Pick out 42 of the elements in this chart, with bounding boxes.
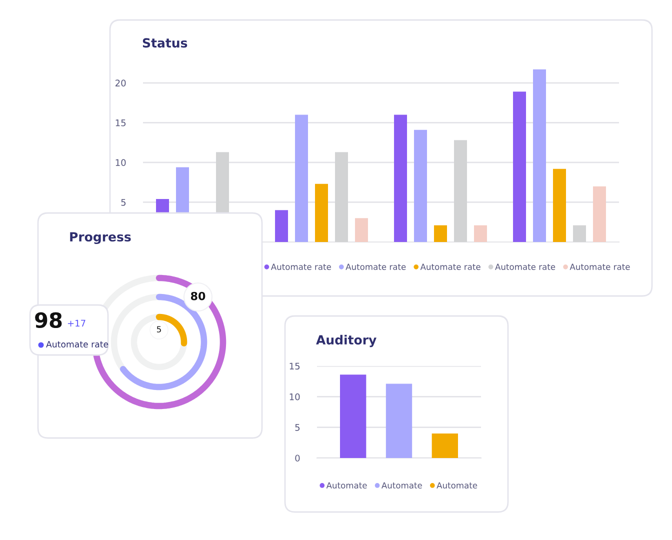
chart-title: Auditory — [316, 334, 376, 348]
legend-label: Automate — [436, 482, 478, 489]
bar — [354, 218, 368, 242]
legend-label: Automate — [326, 482, 367, 489]
chart-title: Status — [142, 38, 188, 48]
bar — [592, 186, 606, 242]
bar — [513, 92, 526, 242]
text: 5 — [156, 326, 161, 332]
bar — [334, 152, 348, 242]
bar — [474, 225, 487, 242]
bar — [533, 69, 546, 242]
y-tick-label: 5 — [295, 424, 300, 431]
text: Progress — [70, 232, 131, 244]
bar — [386, 384, 412, 458]
bar — [434, 225, 447, 242]
bar — [295, 114, 308, 242]
bar — [394, 114, 408, 242]
legend-label: Automate rate — [346, 264, 406, 270]
legend-label: Automate rate — [495, 264, 556, 270]
y-tick-label: 20 — [116, 80, 126, 86]
bar — [414, 130, 428, 242]
y-tick-label: 0 — [295, 454, 300, 462]
legend-label: Automate rate — [270, 264, 331, 270]
y-tick-label: 5 — [121, 199, 126, 206]
y-tick-label: 10 — [290, 393, 300, 400]
y-tick-label: 15 — [290, 362, 300, 370]
bar — [315, 184, 328, 242]
text: 80 — [190, 292, 206, 300]
bar — [454, 140, 467, 242]
bar — [275, 210, 288, 242]
text: 98 — [35, 312, 62, 328]
legend-label: Automate rate — [570, 264, 630, 270]
y-tick-label: 15 — [116, 120, 126, 126]
bar — [572, 225, 586, 242]
text: Automate rate — [46, 341, 108, 348]
legend-label: Automate — [382, 482, 422, 489]
bar — [340, 374, 366, 458]
bar — [432, 433, 458, 458]
bar — [553, 168, 566, 242]
legend-label: Automate rate — [420, 264, 480, 270]
text: +17 — [68, 320, 86, 326]
y-tick-label: 10 — [116, 159, 126, 166]
